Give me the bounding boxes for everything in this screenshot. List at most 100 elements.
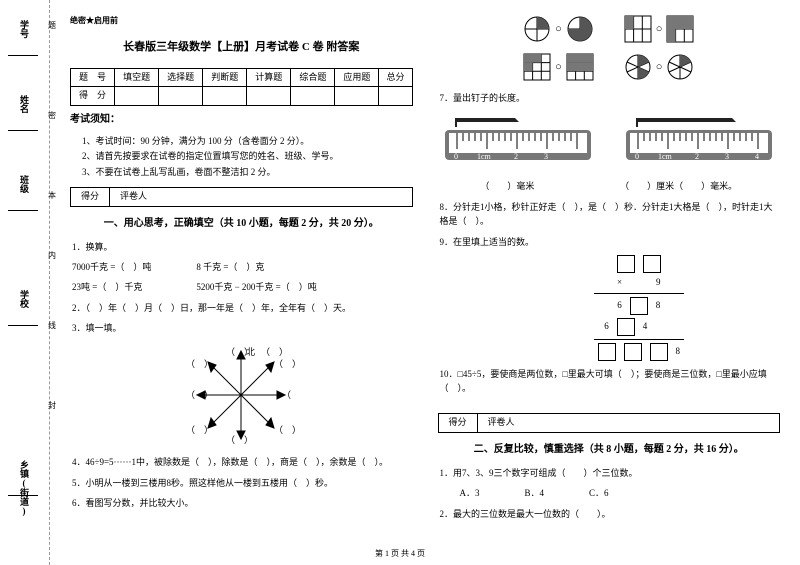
right-column: ○ ○ ○ ○ — [438, 15, 781, 555]
svg-text:1cm: 1cm — [477, 152, 492, 161]
compass-diagram: （ ） 北 （ ） （ ） （ ） （ ） （ ） （ ） （ ） （ ） — [186, 345, 296, 445]
grid-icon — [566, 53, 594, 81]
binding-margin: 学号 姓名 班级 学校 乡镇(街道) 题 密 本 内 线 封 — [0, 0, 50, 565]
th: 总分 — [379, 68, 412, 87]
cut-label: 密 — [48, 110, 56, 121]
q1-line: 23吨 =（ ）千克 5200千克 − 200千克 =（ ）吨 — [72, 280, 413, 294]
svg-text:2: 2 — [695, 152, 699, 161]
rulers-block: 0 1cm 2 3 — [438, 115, 781, 170]
q7: 7．量出钉子的长度。 — [440, 91, 781, 105]
q5: 5．小明从一楼到三楼用8秒。照这样他从一楼到五楼用（ ）秒。 — [72, 476, 413, 490]
q4: 4．46÷9=5······1中，被除数是（ ），除数是（ ），商是（ ），余数… — [72, 455, 413, 469]
q10: 10．□45÷5，要使商是两位数，□里最大可填（ ）；要使商是三位数，□里最小应… — [440, 367, 781, 396]
cut-label: 本 — [48, 190, 56, 201]
th: 选择题 — [159, 68, 203, 87]
grid-icon — [666, 15, 694, 43]
svg-text:3: 3 — [725, 152, 729, 161]
svg-text:0: 0 — [635, 152, 639, 161]
svg-text:2: 2 — [514, 152, 518, 161]
svg-text:（ ）: （ ） — [274, 359, 296, 369]
svg-text:（ ）: （ ） — [186, 359, 213, 369]
ruler-b-answer: （ ）厘米（ ）毫米。 — [620, 180, 737, 194]
cut-label: 线 — [48, 320, 56, 331]
svg-text:1cm: 1cm — [658, 152, 673, 161]
bind-label-school: 学校 — [18, 290, 31, 308]
bind-line — [8, 130, 38, 131]
page-footer: 第 1 页 共 4 页 — [0, 548, 800, 559]
ruler-a: 0 1cm 2 3 — [443, 115, 593, 170]
th: 计算题 — [247, 68, 291, 87]
cut-label: 题 — [48, 20, 56, 31]
svg-text:（ ）: （ ） — [261, 347, 288, 357]
grader-label: 评卷人 — [110, 188, 157, 206]
section2-heading: 二、反复比较，慎重选择（共 8 小题，每题 2 分，共 16 分）。 — [438, 442, 781, 457]
compare-circle-icon: ○ — [555, 21, 562, 38]
cut-label: 封 — [48, 400, 56, 411]
vertical-multiplication: ×9 68 64 8 — [498, 255, 781, 361]
compare-circle-icon: ○ — [555, 59, 562, 76]
circle-icon — [523, 15, 551, 43]
q3-heading: 3．填一填。 — [72, 321, 413, 335]
exam-title: 长春版三年级数学【上册】月考试卷 C 卷 附答案 — [70, 39, 413, 56]
circle-icon — [666, 53, 694, 81]
q2-line: 2．（ ）年（ ）月（ ）日，那一年是（ ）年，全年有（ ）天。 — [72, 301, 413, 315]
svg-text:（ ）: （ ） — [186, 390, 213, 400]
q6: 6．看图写分数，并比较大小。 — [72, 496, 413, 510]
score-entry-box-2: 得分 评卷人 — [438, 413, 781, 433]
bind-label-name: 姓名 — [18, 95, 31, 113]
bind-line — [8, 495, 38, 496]
bind-line — [8, 55, 38, 56]
fraction-shapes-row2: ○ ○ — [438, 53, 781, 81]
td: 得 分 — [71, 87, 115, 106]
q1-heading: 1．换算。 — [72, 240, 413, 254]
grid-icon — [624, 15, 652, 43]
section1-heading: 一、用心思考，正确填空（共 10 小题，每题 2 分，共 20 分）。 — [70, 216, 413, 231]
notice-heading: 考试须知： — [70, 112, 413, 127]
svg-text:（ ）: （ ） — [274, 425, 296, 435]
content-area: 绝密★启用前 长春版三年级数学【上册】月考试卷 C 卷 附答案 题 号 填空题 … — [50, 0, 800, 565]
bind-label-town: 乡镇(街道) — [18, 460, 31, 516]
notice-item: 1、考试时间：90 分钟，满分为 100 分（含卷面分 2 分）。 — [82, 135, 413, 149]
q8: 8．分针走1小格，秒针正好走（ ），是（ ）秒．分针走1大格是（ ），时针走1大… — [440, 200, 781, 229]
s2-q1: 1．用7、3、9三个数字可组成（ ）个三位数。 — [440, 466, 781, 480]
secret-label: 绝密★启用前 — [70, 15, 413, 27]
q1-line: 7000千克 =（ ）吨 8 千克 =（ ）克 — [72, 260, 413, 274]
th: 综合题 — [291, 68, 335, 87]
s2-q1-opts: A．3 B．4 C．6 — [440, 486, 781, 500]
svg-text:（ ）: （ ） — [282, 390, 296, 400]
page-root: 学号 姓名 班级 学校 乡镇(街道) 题 密 本 内 线 封 绝密★启用前 长春… — [0, 0, 800, 565]
bind-label-class: 班级 — [18, 175, 31, 193]
grid-icon — [523, 53, 551, 81]
mul-nine: 9 — [656, 276, 661, 290]
notice-list: 1、考试时间：90 分钟，满分为 100 分（含卷面分 2 分）。 2、请首先按… — [70, 133, 413, 182]
score-entry-box: 得分 评卷人 — [70, 187, 413, 207]
th: 填空题 — [115, 68, 159, 87]
north-label: 北 — [246, 347, 255, 357]
th: 判断题 — [203, 68, 247, 87]
bind-line — [8, 325, 38, 326]
table-row: 得 分 — [71, 87, 413, 106]
grader-label: 评卷人 — [478, 414, 525, 432]
notice-item: 2、请首先按要求在试卷的指定位置填写您的姓名、班级、学号。 — [82, 150, 413, 164]
ruler-a-answer: （ ）毫米 — [480, 180, 534, 194]
bind-line — [8, 210, 38, 211]
notice-item: 3、不要在试卷上乱写乱画，卷面不整洁扣 2 分。 — [82, 166, 413, 180]
score-label: 得分 — [71, 188, 110, 206]
svg-text:（ ）: （ ） — [226, 435, 253, 445]
mul-sign: × — [617, 276, 622, 290]
left-column: 绝密★启用前 长春版三年级数学【上册】月考试卷 C 卷 附答案 题 号 填空题 … — [70, 15, 413, 555]
ruler-b: 0 1cm 2 3 4 — [624, 115, 774, 170]
svg-text:（ ）: （ ） — [186, 425, 213, 435]
svg-text:3: 3 — [544, 152, 548, 161]
score-label: 得分 — [439, 414, 478, 432]
score-table: 题 号 填空题 选择题 判断题 计算题 综合题 应用题 总分 得 分 — [70, 68, 413, 106]
th: 应用题 — [335, 68, 379, 87]
q9: 9．在里填上适当的数。 — [440, 235, 781, 249]
circle-icon — [624, 53, 652, 81]
compare-circle-icon: ○ — [656, 59, 663, 76]
s2-q2: 2．最大的三位数是最大一位数的（ ）。 — [440, 507, 781, 521]
fraction-shapes-row1: ○ ○ — [438, 15, 781, 43]
table-row: 题 号 填空题 选择题 判断题 计算题 综合题 应用题 总分 — [71, 68, 413, 87]
svg-text:0: 0 — [454, 152, 458, 161]
th: 题 号 — [71, 68, 115, 87]
